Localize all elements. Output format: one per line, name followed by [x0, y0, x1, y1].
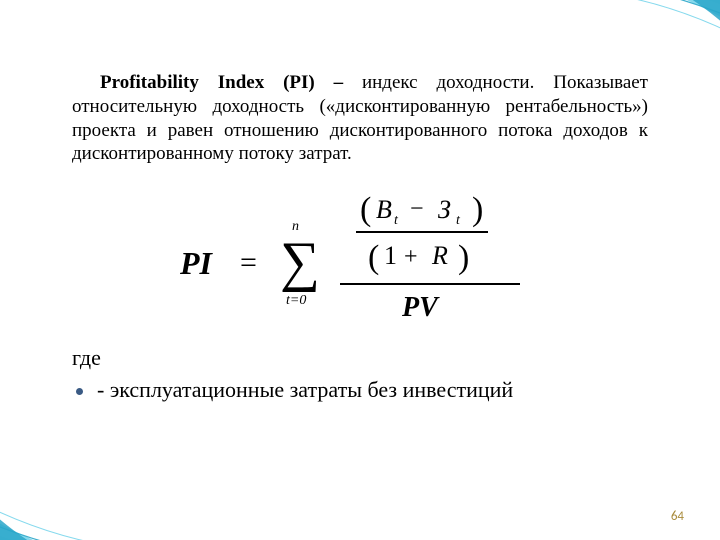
upper-num-minus: − — [410, 196, 424, 222]
content-area: Profitability Index (PI) – индекс доходн… — [72, 52, 648, 403]
bullet-icon — [76, 388, 83, 395]
formula-block: PI = ∑ t=0 n ( B t − З t ) ( — [72, 186, 648, 331]
upper-num-rparen: ) — [472, 191, 483, 228]
formula-equals: = — [240, 246, 257, 279]
upper-num-B: B — [376, 195, 392, 224]
upper-den-rparen: ) — [458, 239, 469, 276]
upper-num-Zsub: t — [456, 213, 461, 228]
formula-svg: PI = ∑ t=0 n ( B t − З t ) ( — [180, 186, 540, 326]
sigma-lower: t=0 — [286, 293, 306, 308]
corner-decoration-bottom-left — [0, 420, 220, 540]
upper-num-Z: З — [438, 195, 451, 224]
bullet-item: - эксплуатационные затраты без инвестици… — [72, 377, 648, 403]
upper-den-1: 1 — [384, 241, 397, 270]
upper-den-R: R — [431, 241, 448, 270]
formula-pv: PV — [401, 292, 440, 323]
upper-num-lparen: ( — [360, 191, 371, 228]
main-paragraph: Profitability Index (PI) – индекс доходн… — [72, 71, 648, 166]
slide: Profitability Index (PI) – индекс доходн… — [0, 0, 720, 540]
sigma-upper: n — [292, 219, 299, 234]
upper-num-Bsub: t — [394, 213, 399, 228]
term-bold: Profitability Index (PI) – — [100, 72, 343, 93]
sigma-symbol: ∑ — [280, 231, 320, 293]
page-number: 64 — [671, 509, 684, 524]
formula-lhs: PI — [180, 245, 214, 281]
bullet-text: - эксплуатационные затраты без инвестици… — [97, 377, 513, 403]
where-label: где — [72, 345, 648, 371]
upper-den-lparen: ( — [368, 239, 379, 276]
upper-den-plus: + — [404, 244, 418, 270]
